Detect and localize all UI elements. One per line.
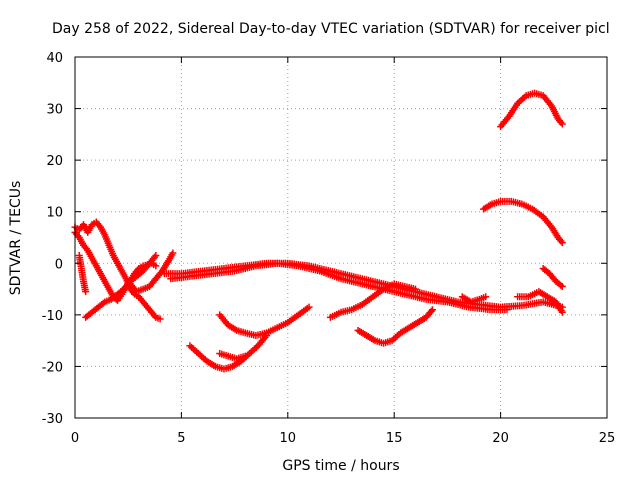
series-arc-15 bbox=[480, 197, 566, 247]
series-arc-12 bbox=[354, 306, 437, 347]
y-tick-label: -20 bbox=[42, 360, 63, 375]
data-point bbox=[558, 120, 566, 128]
y-tick-label: 20 bbox=[46, 154, 63, 169]
data-point bbox=[411, 285, 419, 293]
series-arc-3 bbox=[75, 252, 90, 296]
y-tick-label: -30 bbox=[42, 412, 63, 427]
series-arc-10 bbox=[216, 350, 249, 363]
y-tick-label: 0 bbox=[55, 257, 63, 272]
data-point bbox=[558, 282, 566, 290]
axis-ticks: 0 5 10 15 20 25 40 30 20 10 0 -10 -20 -30 bbox=[42, 51, 616, 446]
series-arc-8 bbox=[216, 303, 313, 339]
grid bbox=[75, 57, 607, 418]
data-point bbox=[558, 308, 566, 316]
x-tick-label: 15 bbox=[386, 431, 403, 446]
data-point bbox=[152, 262, 160, 270]
y-axis-label: SDTVAR / TECUs bbox=[8, 181, 24, 296]
data-point bbox=[169, 249, 177, 257]
data-point bbox=[427, 307, 435, 315]
x-tick-label: 10 bbox=[280, 431, 297, 446]
series-arc-9 bbox=[186, 331, 271, 373]
y-tick-label: 30 bbox=[46, 103, 63, 118]
data-point bbox=[503, 306, 511, 314]
series-arc-13 bbox=[458, 293, 490, 306]
x-axis-label: GPS time / hours bbox=[282, 458, 399, 474]
x-tick-label: 20 bbox=[492, 431, 509, 446]
data-markers bbox=[71, 89, 566, 373]
data-point bbox=[305, 303, 313, 311]
y-tick-label: -10 bbox=[42, 309, 63, 324]
y-tick-label: 10 bbox=[46, 206, 63, 221]
data-point bbox=[558, 239, 566, 247]
x-tick-label: 0 bbox=[71, 431, 79, 446]
data-point bbox=[429, 306, 437, 314]
series-arc-14 bbox=[497, 89, 566, 131]
series-arc-7 bbox=[167, 259, 511, 314]
chart-title: Day 258 of 2022, Sidereal Day-to-day VTE… bbox=[52, 21, 610, 37]
plot-frame bbox=[74, 56, 608, 419]
series-arc-11 bbox=[326, 280, 419, 321]
data-point bbox=[241, 352, 249, 360]
series-arc-4 bbox=[82, 252, 160, 321]
series-arc-1 bbox=[71, 218, 164, 323]
x-tick-label: 5 bbox=[177, 431, 185, 446]
data-point bbox=[156, 315, 164, 323]
series-arc-5 bbox=[126, 249, 177, 296]
y-tick-label: 40 bbox=[46, 51, 63, 66]
data-point bbox=[152, 252, 160, 260]
data-point bbox=[482, 293, 490, 301]
data-point bbox=[263, 331, 271, 339]
data-point bbox=[82, 288, 90, 296]
series-arc-17 bbox=[539, 264, 566, 290]
series-arc-16 bbox=[514, 288, 566, 316]
x-tick-label: 25 bbox=[599, 431, 616, 446]
data-point bbox=[151, 253, 159, 261]
